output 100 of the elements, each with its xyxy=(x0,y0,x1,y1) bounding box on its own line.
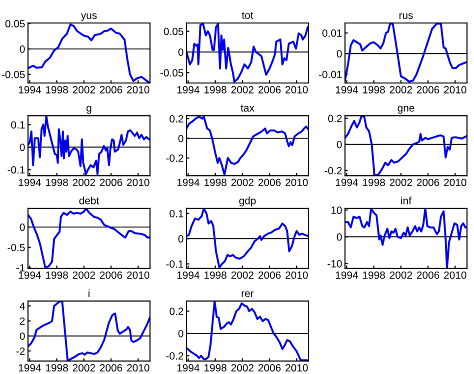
x-tick-label: 1994 xyxy=(177,178,200,186)
y-tick-label: -0.2 xyxy=(166,154,184,162)
y-tick-label: 0 xyxy=(336,233,342,241)
x-tick-label: 2006 xyxy=(258,178,281,186)
x-tick-label: 1998 xyxy=(46,178,68,186)
x-tick-label: 2002 xyxy=(72,271,95,279)
x-tick-label: 2006 xyxy=(258,86,281,94)
y-tick-label: 0.2 xyxy=(170,115,184,123)
x-tick-label: 2002 xyxy=(390,178,412,186)
y-tick-label: 0.2 xyxy=(328,114,342,122)
x-tick-label: 2010 xyxy=(444,271,466,279)
y-tick-label: 0 xyxy=(20,332,25,340)
chart-title: debt xyxy=(79,196,100,204)
y-tick-label: -0.1 xyxy=(166,260,184,268)
x-tick-label: 1998 xyxy=(46,364,68,372)
x-tick-label: 2006 xyxy=(100,86,122,94)
x-tick-label: 2002 xyxy=(231,271,254,279)
y-tick-label: 0 xyxy=(336,140,342,148)
x-tick-label: 1998 xyxy=(204,86,226,94)
x-tick-label: 1994 xyxy=(18,271,41,279)
chart-title: tot xyxy=(242,12,254,19)
x-tick-label: 2006 xyxy=(100,364,122,372)
y-tick-label: 2 xyxy=(20,317,25,325)
x-tick-label: 2010 xyxy=(444,86,466,94)
x-tick-label: 2002 xyxy=(390,86,412,94)
y-tick-label: 0 xyxy=(178,330,184,338)
y-tick-label: -2 xyxy=(16,347,25,355)
x-tick-label: 1998 xyxy=(204,271,226,279)
chart-title: g xyxy=(86,106,92,114)
x-tick-label: 1994 xyxy=(18,86,41,94)
x-tick-label: 1998 xyxy=(363,271,385,279)
x-tick-label: 2006 xyxy=(258,271,281,279)
x-tick-label: 2006 xyxy=(100,178,122,186)
y-tick-label: 0.01 xyxy=(322,29,342,37)
x-tick-label: 2002 xyxy=(72,178,95,186)
y-tick-label: -0.01 xyxy=(318,70,342,78)
x-tick-label: 2010 xyxy=(127,86,150,94)
x-tick-label: 2010 xyxy=(286,178,308,186)
y-tick-label: -0.2 xyxy=(166,352,184,360)
chart-title: gdp xyxy=(239,196,256,206)
x-tick-label: 1998 xyxy=(204,364,226,372)
y-tick-label: 0.1 xyxy=(170,210,184,218)
x-tick-label: 1998 xyxy=(363,86,385,94)
x-tick-label: 1994 xyxy=(336,271,358,279)
x-tick-label: 1998 xyxy=(363,178,385,186)
x-tick-label: 1994 xyxy=(336,178,358,186)
x-tick-label: 1994 xyxy=(177,364,200,372)
x-tick-label: 1994 xyxy=(177,271,200,279)
y-tick-label: 0.05 xyxy=(164,28,184,36)
x-tick-label: 2006 xyxy=(416,86,440,94)
chart-title: tax xyxy=(240,104,254,112)
x-tick-label: 2006 xyxy=(258,364,281,372)
x-tick-label: 2006 xyxy=(416,178,440,186)
y-tick-label: -0.2 xyxy=(324,166,342,174)
chart-title: inf xyxy=(401,196,412,204)
y-tick-label: 10 xyxy=(331,206,342,214)
y-tick-label: 0 xyxy=(178,235,184,243)
x-tick-label: 2010 xyxy=(127,178,150,186)
x-tick-label: 2010 xyxy=(286,364,308,372)
x-tick-label: 1994 xyxy=(18,364,41,372)
y-tick-label: 0 xyxy=(20,144,25,152)
x-tick-label: 2002 xyxy=(231,364,254,372)
x-tick-label: 2010 xyxy=(286,271,308,279)
y-tick-label: 0 xyxy=(20,224,25,231)
y-tick-label: 0.1 xyxy=(11,121,25,129)
x-tick-label: 2010 xyxy=(127,271,150,279)
y-tick-label: 4 xyxy=(20,302,25,310)
chart-title: rus xyxy=(399,13,413,19)
x-tick-label: 1998 xyxy=(46,271,68,279)
x-tick-label: 2010 xyxy=(444,178,466,186)
chart-title: rer xyxy=(242,291,254,298)
x-tick-label: 1994 xyxy=(177,86,200,94)
x-tick-label: 1994 xyxy=(336,86,358,94)
y-tick-label: -10 xyxy=(328,260,342,268)
y-tick-label: -0.1 xyxy=(8,166,25,174)
x-tick-label: 2002 xyxy=(72,364,95,372)
y-tick-label: -0.5 xyxy=(8,244,25,252)
x-tick-label: 2010 xyxy=(286,86,308,94)
x-tick-label: 1994 xyxy=(18,178,41,186)
chart-title: gne xyxy=(398,106,414,114)
y-tick-label: 0 xyxy=(178,134,184,142)
x-tick-label: 2002 xyxy=(231,86,254,94)
chart-title: yus xyxy=(80,13,97,21)
chart-title: i xyxy=(88,289,90,297)
y-tick-label: 0 xyxy=(20,45,25,53)
y-tick-label: 0 xyxy=(178,48,184,56)
y-tick-label: 0.2 xyxy=(170,308,184,316)
x-tick-label: 2002 xyxy=(390,271,412,279)
x-tick-label: 2002 xyxy=(72,86,95,94)
y-tick-label: -0.05 xyxy=(160,69,184,77)
x-tick-label: 2002 xyxy=(231,178,254,186)
y-tick-label: 0.05 xyxy=(5,20,25,28)
x-tick-label: 2006 xyxy=(100,271,122,279)
y-tick-label: 0 xyxy=(336,50,342,58)
x-tick-label: 2010 xyxy=(127,364,150,372)
x-tick-label: 2006 xyxy=(416,271,440,279)
x-tick-label: 1998 xyxy=(46,86,68,94)
y-tick-label: -0.05 xyxy=(2,70,25,78)
y-tick-label: -1 xyxy=(16,264,25,272)
x-tick-label: 1998 xyxy=(204,178,226,186)
